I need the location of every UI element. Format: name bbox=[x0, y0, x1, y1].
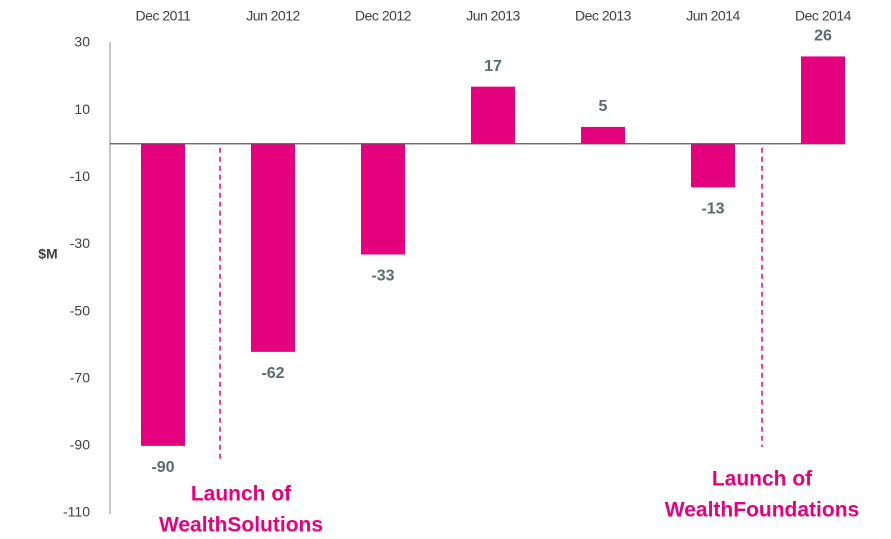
bar bbox=[471, 86, 515, 144]
annotation: Launch of bbox=[712, 468, 813, 491]
bar bbox=[361, 143, 405, 255]
y-tick-label: -10 bbox=[70, 168, 90, 184]
value-label: -33 bbox=[371, 268, 394, 285]
bar bbox=[251, 143, 295, 352]
x-tick-label: Dec 2013 bbox=[575, 8, 632, 24]
y-tick-label: -90 bbox=[70, 437, 90, 453]
value-label: -90 bbox=[151, 459, 174, 476]
annotation: WealthSolutions bbox=[159, 514, 323, 537]
bar bbox=[801, 56, 845, 144]
y-axis-label: $M bbox=[38, 246, 57, 262]
x-tick-label: Jun 2013 bbox=[466, 8, 520, 24]
value-label: 5 bbox=[599, 98, 608, 115]
y-tick-label: -110 bbox=[63, 504, 90, 520]
x-tick-label: Jun 2012 bbox=[246, 8, 300, 24]
x-tick-label: Jun 2014 bbox=[686, 8, 740, 24]
y-tick-label: 30 bbox=[74, 34, 90, 50]
y-tick-label: -70 bbox=[70, 369, 90, 385]
bar bbox=[581, 126, 625, 144]
annotation: WealthFoundations bbox=[665, 499, 859, 522]
x-tick-label: Dec 2012 bbox=[355, 8, 412, 24]
bar bbox=[141, 143, 185, 446]
value-label: 17 bbox=[484, 58, 502, 75]
y-tick-label: -30 bbox=[70, 235, 90, 251]
x-tick-label: Dec 2011 bbox=[136, 8, 192, 24]
bar bbox=[691, 143, 735, 188]
y-tick-label: 10 bbox=[74, 101, 90, 117]
annotation: Launch of bbox=[191, 483, 292, 506]
value-label: -13 bbox=[701, 201, 724, 218]
y-tick-label: -50 bbox=[70, 302, 90, 318]
value-label: -62 bbox=[261, 365, 284, 382]
value-label: 26 bbox=[814, 28, 832, 45]
x-tick-label: Dec 2014 bbox=[795, 8, 852, 24]
